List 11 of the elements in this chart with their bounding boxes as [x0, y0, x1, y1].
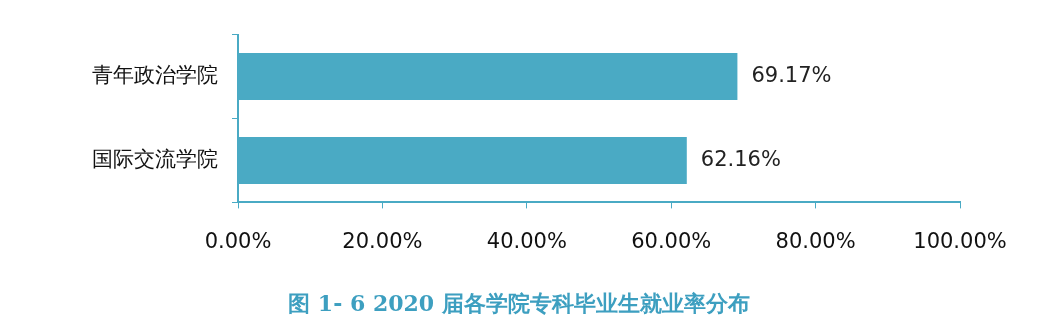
x-tick-label: 60.00%: [631, 229, 712, 254]
x-tick-label: 0.00%: [204, 229, 272, 254]
data-label: 69.17%: [751, 63, 832, 87]
y-tick-label: 国际交流学院: [92, 146, 218, 171]
x-tick-label: 20.00%: [342, 229, 423, 254]
data-label: 62.16%: [700, 146, 781, 171]
x-tick-label: 40.00%: [486, 229, 567, 254]
x-tick-label: 100.00%: [913, 229, 1007, 254]
text: 图 1- 6 2020 届各学院专科毕业生就业率分布: [288, 289, 750, 316]
x-tick-label: 80.00%: [775, 229, 856, 254]
y-tick-label: 青年政治学院: [92, 63, 218, 87]
